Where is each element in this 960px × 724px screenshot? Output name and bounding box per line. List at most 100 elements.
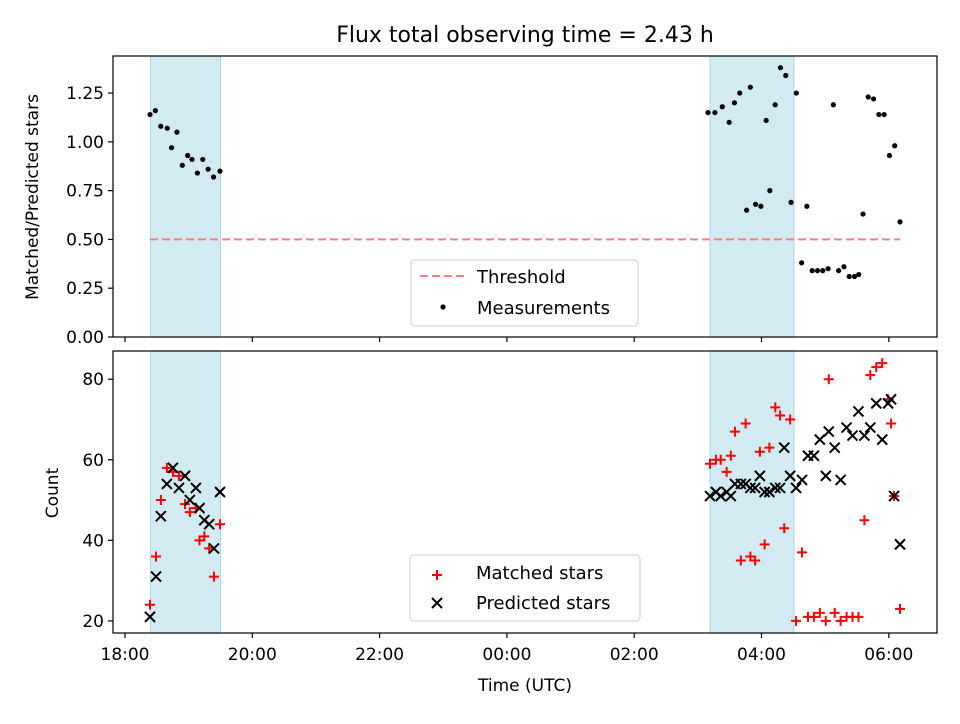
data-point [749, 482, 761, 494]
data-point [886, 152, 893, 159]
data-point [865, 370, 876, 381]
data-point [714, 490, 727, 502]
data-point [820, 268, 826, 274]
data-point [852, 405, 865, 418]
data-point [190, 482, 202, 494]
data-point [179, 470, 191, 482]
data-point [870, 96, 877, 102]
data-point [836, 268, 842, 274]
legend-threshold-label: Threshold [476, 267, 566, 288]
data-point [825, 266, 831, 272]
data-point [846, 273, 852, 280]
legend-box [410, 259, 639, 327]
y-tick-label: 0.00 [66, 328, 104, 348]
data-point [788, 199, 794, 205]
data-point [758, 486, 771, 498]
data-point [725, 490, 737, 502]
x-tick-label: 06:00 [864, 645, 913, 665]
data-point [203, 518, 215, 530]
data-point [155, 510, 167, 522]
data-point [814, 433, 826, 446]
data-point [715, 454, 726, 465]
x-tick-label: 20:00 [228, 645, 277, 665]
data-point [830, 102, 836, 108]
data-point [846, 429, 859, 442]
data-point [829, 607, 840, 618]
data-point [759, 539, 770, 550]
data-point [763, 486, 776, 498]
data-point [804, 203, 810, 209]
data-point [808, 611, 819, 622]
data-point [885, 393, 897, 406]
data-point [808, 450, 820, 462]
data-point [876, 111, 882, 118]
data-point [208, 542, 220, 555]
data-point [834, 474, 847, 486]
legend-predicted-swatch [431, 597, 443, 609]
data-point [841, 264, 847, 270]
data-point [897, 219, 903, 225]
data-point [747, 84, 753, 90]
data-point [199, 531, 210, 542]
data-point [894, 538, 906, 551]
data-point [774, 482, 786, 494]
data-point [895, 603, 905, 614]
data-point [753, 201, 759, 207]
bottom-y-axis-label: Count [43, 467, 63, 518]
data-point [823, 425, 835, 438]
data-point [828, 441, 841, 454]
legend: Matched stars Predicted stars [409, 554, 641, 622]
data-point [856, 271, 862, 278]
data-point [189, 156, 195, 163]
data-point [184, 494, 196, 506]
data-point [777, 65, 784, 71]
data-point [858, 429, 871, 442]
shaded-interval [149, 56, 221, 337]
data-point [797, 547, 808, 558]
data-point [705, 458, 715, 469]
data-point [194, 170, 200, 176]
data-point [820, 615, 831, 626]
data-point [779, 523, 790, 534]
legend-box [409, 554, 641, 622]
data-point [744, 482, 757, 494]
data-point [888, 490, 900, 502]
data-point [173, 482, 185, 494]
data-point [744, 207, 750, 213]
data-point [820, 470, 832, 482]
data-point [193, 502, 206, 514]
legend-matched-swatch [432, 570, 442, 580]
x-tick-label: 00:00 [482, 645, 531, 665]
data-point [158, 123, 164, 129]
data-point [204, 543, 215, 554]
data-point [814, 268, 821, 274]
data-point [731, 100, 738, 106]
y-tick-label: 0.75 [66, 182, 104, 202]
x-tick-label: 18:00 [101, 645, 150, 665]
data-point [185, 152, 191, 159]
data-point [725, 450, 736, 461]
data-point [145, 599, 155, 610]
data-point [179, 162, 185, 168]
data-point [750, 555, 761, 566]
data-point [729, 426, 740, 437]
data-point [174, 129, 180, 135]
data-point [161, 462, 172, 473]
data-point [754, 470, 766, 482]
data-point [823, 374, 834, 385]
data-point [791, 615, 802, 626]
data-point [754, 446, 765, 457]
y-tick-label: 1.00 [66, 133, 104, 153]
data-point [790, 482, 802, 494]
data-point [814, 607, 825, 618]
data-point [763, 117, 769, 123]
plot-frame [112, 55, 938, 338]
data-point [853, 611, 864, 622]
data-point [767, 188, 773, 194]
x-axis-label: Time (UTC) [477, 676, 572, 696]
data-point [859, 515, 870, 526]
shaded-interval [709, 56, 795, 337]
y-tick-label: 40 [82, 531, 104, 551]
data-point [151, 551, 162, 562]
